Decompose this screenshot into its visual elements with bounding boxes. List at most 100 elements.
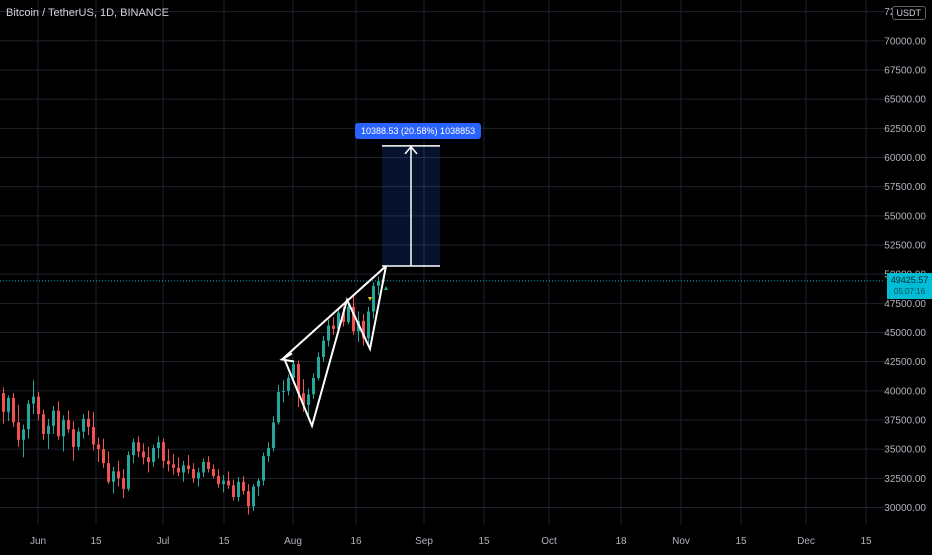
y-tick-label: 37500.00 bbox=[884, 416, 926, 427]
y-tick-label: 35000.00 bbox=[884, 445, 926, 456]
candle-body bbox=[127, 455, 130, 489]
candle-body bbox=[367, 311, 370, 339]
x-tick-label: Nov bbox=[672, 536, 690, 547]
y-tick-label: 70000.00 bbox=[884, 36, 926, 47]
candle-body bbox=[157, 442, 160, 448]
target-arrow-head bbox=[404, 145, 418, 155]
candle-body bbox=[247, 491, 250, 507]
chart-title: Bitcoin / TetherUS, 1D, BINANCE bbox=[6, 7, 170, 19]
signal-marker bbox=[384, 286, 388, 290]
y-tick-label: 62500.00 bbox=[884, 124, 926, 135]
candle-body bbox=[342, 312, 345, 322]
upper-trendline bbox=[281, 265, 387, 361]
candle-body bbox=[67, 420, 70, 430]
candle-body bbox=[22, 429, 25, 440]
candle-body bbox=[262, 456, 265, 481]
candle-body bbox=[372, 285, 375, 312]
candle-body bbox=[132, 442, 135, 455]
pattern-zigzag bbox=[284, 265, 387, 429]
y-tick-label: 57500.00 bbox=[884, 182, 926, 193]
candle-body bbox=[377, 281, 380, 286]
x-tick-label: Oct bbox=[541, 536, 557, 547]
candle-body bbox=[47, 425, 50, 434]
y-tick-label: 47500.00 bbox=[884, 299, 926, 310]
candle-body bbox=[332, 325, 335, 329]
y-tick-label: 52500.00 bbox=[884, 241, 926, 252]
candle-body bbox=[257, 480, 260, 487]
x-tick-label: 15 bbox=[478, 536, 490, 547]
candle-body bbox=[7, 397, 10, 412]
candle-body bbox=[97, 444, 100, 450]
x-tick-label: 15 bbox=[90, 536, 102, 547]
y-tick-label: 42500.00 bbox=[884, 357, 926, 368]
candle-body bbox=[122, 478, 125, 489]
x-tick-label: Jun bbox=[30, 536, 46, 547]
candle-body bbox=[177, 467, 180, 473]
candle-body bbox=[62, 420, 65, 437]
y-tick-label: 65000.00 bbox=[884, 95, 926, 106]
x-tick-label: 15 bbox=[218, 536, 230, 547]
candle-body bbox=[362, 320, 365, 339]
candle-body bbox=[192, 469, 195, 479]
candle-body bbox=[212, 469, 215, 476]
candle-body bbox=[162, 442, 165, 461]
candle-body bbox=[282, 390, 285, 392]
candle-body bbox=[337, 312, 340, 329]
candle-body bbox=[42, 414, 45, 434]
candle-body bbox=[227, 480, 230, 486]
x-tick-label: Aug bbox=[284, 536, 302, 547]
candle-body bbox=[217, 476, 220, 485]
x-tick-label: 18 bbox=[615, 536, 627, 547]
candle-body bbox=[207, 462, 210, 469]
y-tick-label: 67500.00 bbox=[884, 66, 926, 77]
candle-body bbox=[82, 418, 85, 432]
candle-body bbox=[297, 364, 300, 394]
y-tick-label: 45000.00 bbox=[884, 328, 926, 339]
y-tick-label: 55000.00 bbox=[884, 211, 926, 222]
candle-body bbox=[147, 457, 150, 462]
candle-body bbox=[117, 471, 120, 479]
candle-body bbox=[202, 462, 205, 473]
trendline-arrow-head bbox=[279, 352, 295, 363]
x-tick-label: Jul bbox=[157, 536, 170, 547]
candle-body bbox=[182, 465, 185, 473]
candle-body bbox=[72, 429, 75, 447]
candle-body bbox=[17, 422, 20, 440]
candle-body bbox=[312, 378, 315, 395]
candle-body bbox=[112, 471, 115, 482]
candle-body bbox=[237, 481, 240, 497]
measure-label: 10388.53 (20.58%) 1038853 bbox=[355, 123, 482, 139]
candle-body bbox=[277, 392, 280, 423]
candle-body bbox=[347, 306, 350, 322]
candle-body bbox=[52, 410, 55, 426]
candle-body bbox=[302, 393, 305, 405]
current-price-value: 49425.57 bbox=[890, 275, 929, 285]
candle-body bbox=[27, 403, 30, 430]
y-tick-label: 60000.00 bbox=[884, 153, 926, 164]
candle-body bbox=[292, 364, 295, 378]
currency-button[interactable]: USDT bbox=[891, 6, 926, 20]
candle-body bbox=[12, 397, 15, 423]
candle-body bbox=[322, 340, 325, 357]
candle-body bbox=[287, 378, 290, 391]
candle-body bbox=[172, 464, 175, 468]
candle-body bbox=[32, 396, 35, 404]
candle-body bbox=[142, 451, 145, 458]
candle-body bbox=[137, 442, 140, 452]
candle-body bbox=[222, 480, 225, 485]
candle-body bbox=[37, 396, 40, 415]
candle-body bbox=[272, 422, 275, 448]
candle-body bbox=[152, 448, 155, 462]
candle-body bbox=[92, 427, 95, 445]
candle-body bbox=[267, 448, 270, 457]
candle-body bbox=[87, 418, 90, 427]
candle-body bbox=[57, 410, 60, 437]
candle-body bbox=[102, 449, 105, 464]
x-tick-label: 15 bbox=[860, 536, 872, 547]
signal-marker bbox=[368, 297, 372, 301]
candle-body bbox=[2, 393, 5, 412]
current-price-tag: 49425.57 05:07:16 bbox=[887, 273, 932, 299]
candle-body bbox=[187, 465, 190, 469]
